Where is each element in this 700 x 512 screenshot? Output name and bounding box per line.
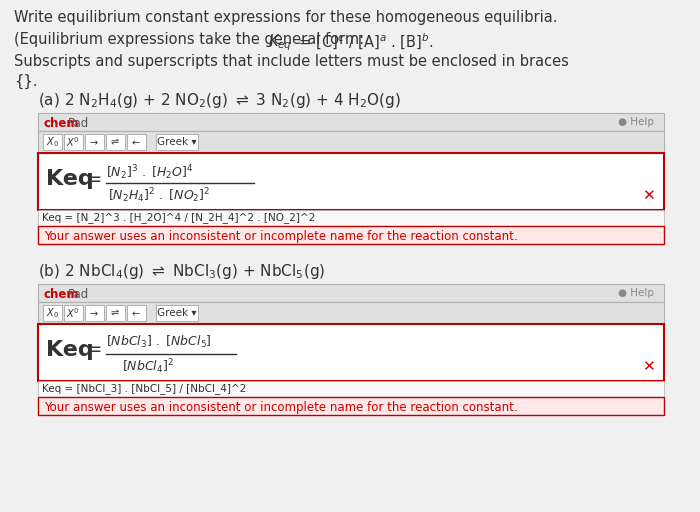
- Bar: [64, 134, 83, 150]
- Bar: [38, 131, 664, 153]
- Text: (b) 2 NbCl$_4$(g) $\rightleftharpoons$ NbCl$_3$(g) + NbCl$_5$(g): (b) 2 NbCl$_4$(g) $\rightleftharpoons$ N…: [38, 262, 326, 281]
- Text: ● Help: ● Help: [618, 288, 654, 298]
- Bar: [38, 302, 664, 324]
- Text: chem: chem: [44, 288, 80, 301]
- Bar: [38, 324, 664, 381]
- Text: =: =: [86, 340, 102, 359]
- Text: Keq: Keq: [46, 169, 94, 189]
- Bar: [127, 134, 146, 150]
- Bar: [127, 305, 146, 321]
- Text: Subscripts and superscripts that include letters must be enclosed in braces: Subscripts and superscripts that include…: [14, 54, 569, 69]
- Bar: [38, 210, 664, 226]
- Text: $\rightarrow$: $\rightarrow$: [88, 137, 100, 147]
- Bar: [156, 134, 198, 150]
- Text: =: =: [86, 169, 102, 188]
- Bar: [38, 381, 664, 397]
- Bar: [85, 134, 104, 150]
- Text: chem: chem: [44, 117, 80, 130]
- Text: $\rightleftharpoons$: $\rightleftharpoons$: [109, 308, 121, 318]
- Text: Write equilibrium constant expressions for these homogeneous equilibria.: Write equilibrium constant expressions f…: [14, 10, 557, 25]
- Bar: [64, 305, 83, 321]
- Text: ✕: ✕: [642, 359, 654, 374]
- Text: Your answer uses an inconsistent or incomplete name for the reaction constant.: Your answer uses an inconsistent or inco…: [44, 230, 517, 243]
- Text: Pad: Pad: [68, 288, 90, 301]
- Text: $K_{eq}$: $K_{eq}$: [268, 32, 292, 53]
- Text: Pad: Pad: [68, 117, 90, 130]
- Text: $X^0$: $X^0$: [66, 306, 80, 320]
- Bar: [106, 134, 125, 150]
- Bar: [43, 305, 62, 321]
- Text: {}.: {}.: [14, 74, 38, 89]
- Text: ✕: ✕: [642, 188, 654, 203]
- Text: ● Help: ● Help: [618, 117, 654, 127]
- Bar: [106, 305, 125, 321]
- Bar: [85, 305, 104, 321]
- Text: Your answer uses an inconsistent or incomplete name for the reaction constant.: Your answer uses an inconsistent or inco…: [44, 401, 517, 414]
- Text: $X_0$: $X_0$: [46, 135, 59, 149]
- Text: $\leftarrow$: $\leftarrow$: [130, 308, 142, 318]
- Text: (a) 2 N$_2$H$_4$(g) + 2 NO$_2$(g) $\rightleftharpoons$ 3 N$_2$(g) + 4 H$_2$O(g): (a) 2 N$_2$H$_4$(g) + 2 NO$_2$(g) $\righ…: [38, 91, 401, 110]
- Text: $[NbCl_4]^2$: $[NbCl_4]^2$: [122, 357, 174, 376]
- Text: $[N_2H_4]^2\ .\ [NO_2]^2$: $[N_2H_4]^2\ .\ [NO_2]^2$: [108, 186, 211, 205]
- Bar: [156, 305, 198, 321]
- Text: Greek ▾: Greek ▾: [158, 137, 197, 147]
- Text: Keq = [N_2]^3 . [H_2O]^4 / [N_2H_4]^2 . [NO_2]^2: Keq = [N_2]^3 . [H_2O]^4 / [N_2H_4]^2 . …: [42, 212, 316, 223]
- Bar: [38, 226, 664, 244]
- Bar: [43, 134, 62, 150]
- Text: $[NbCl_3]\ .\ [NbCl_5]$: $[NbCl_3]\ .\ [NbCl_5]$: [106, 334, 212, 350]
- Bar: [38, 397, 664, 415]
- Bar: [38, 113, 664, 131]
- Text: $\rightleftharpoons$: $\rightleftharpoons$: [109, 137, 121, 147]
- Text: $X^0$: $X^0$: [66, 135, 80, 149]
- Text: Keq: Keq: [46, 340, 94, 360]
- Bar: [38, 153, 664, 210]
- Text: = [C]$^c$ / [A]$^a$ . [B]$^b$.: = [C]$^c$ / [A]$^a$ . [B]$^b$.: [294, 32, 433, 52]
- Text: $X_0$: $X_0$: [46, 306, 59, 320]
- Text: $\rightarrow$: $\rightarrow$: [88, 308, 100, 318]
- Bar: [38, 284, 664, 302]
- Text: $[N_2]^3\ .\ [H_2O]^4$: $[N_2]^3\ .\ [H_2O]^4$: [106, 163, 194, 182]
- Text: (Equilibrium expressions take the general form:: (Equilibrium expressions take the genera…: [14, 32, 369, 47]
- Text: Greek ▾: Greek ▾: [158, 308, 197, 318]
- Text: Keq = [NbCl_3] . [NbCl_5] / [NbCl_4]^2: Keq = [NbCl_3] . [NbCl_5] / [NbCl_4]^2: [42, 383, 246, 394]
- Text: $\leftarrow$: $\leftarrow$: [130, 137, 142, 147]
